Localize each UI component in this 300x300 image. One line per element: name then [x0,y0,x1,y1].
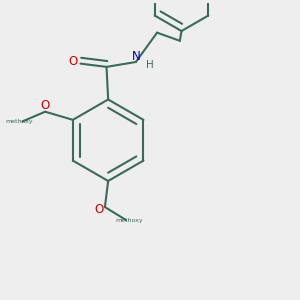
Text: O: O [94,203,104,216]
Text: O: O [40,99,50,112]
Text: O: O [69,55,78,68]
Text: methoxy: methoxy [5,119,33,124]
Text: H: H [146,60,153,70]
Text: methoxy: methoxy [116,218,143,223]
Text: N: N [132,50,141,63]
